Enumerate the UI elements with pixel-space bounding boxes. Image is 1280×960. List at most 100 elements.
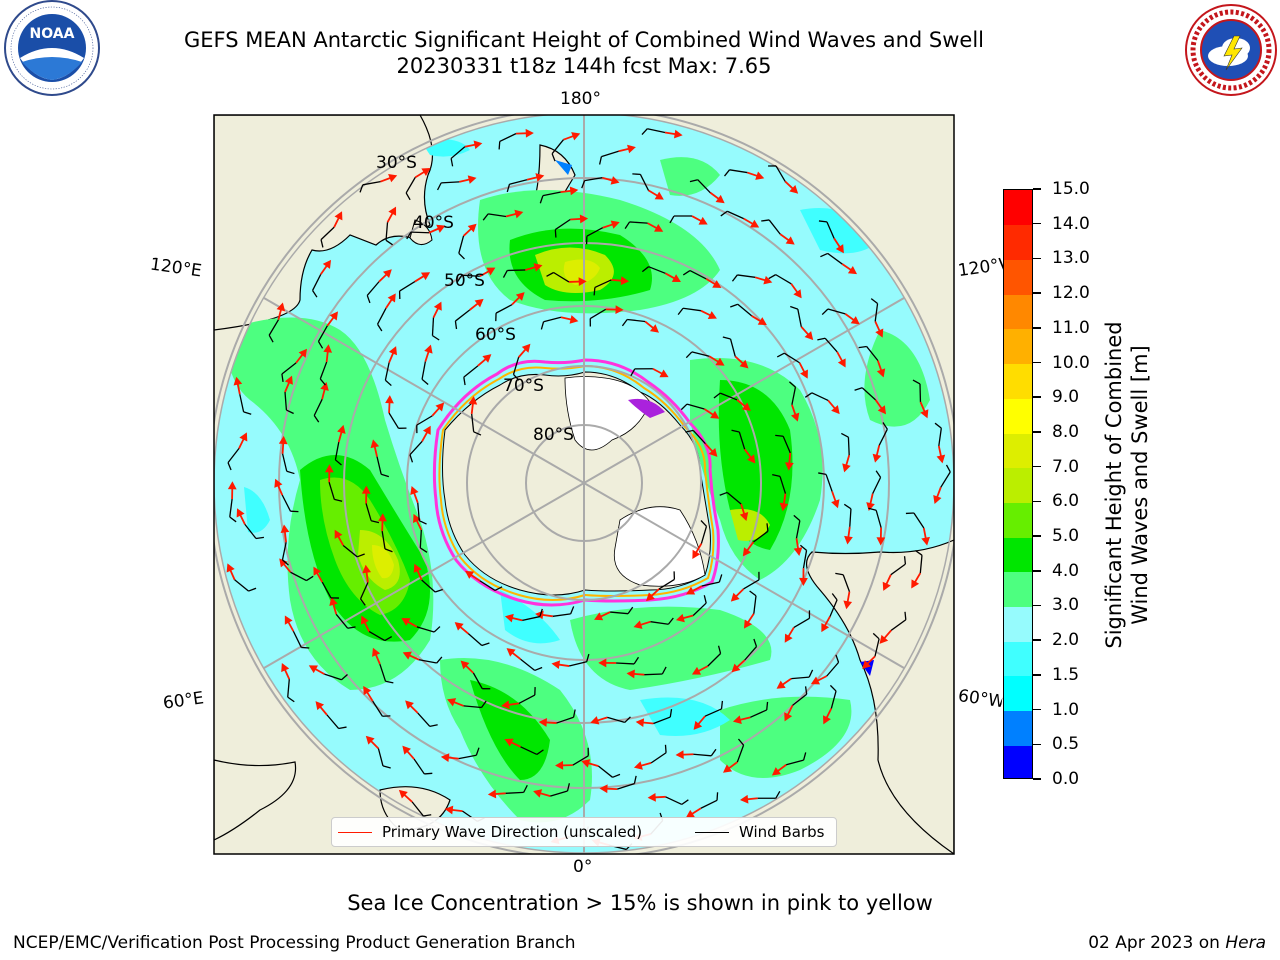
lat-label-30s: 30°S [376, 153, 417, 173]
colorbar-tick-label: 3.0 [1052, 595, 1080, 616]
wind-barb-feather [772, 474, 781, 478]
wind-barb-staff [753, 530, 769, 543]
wind-barb-staff [650, 621, 669, 625]
wind-barb-staff [543, 316, 562, 323]
wind-barb-feather [749, 590, 757, 597]
colorbar-tick-mark [1033, 674, 1041, 676]
wind-barb-feather [802, 752, 807, 761]
wind-barb-staff [627, 318, 646, 323]
wave-arrow-head [835, 244, 844, 254]
wind-barb-feather [621, 319, 628, 327]
wind-barb-feather [912, 379, 921, 385]
wind-barb-feather [841, 432, 849, 438]
wind-barb-staff [686, 403, 705, 410]
colorbar-segment [1004, 294, 1032, 330]
lon-label-0: 0° [573, 857, 593, 877]
wind-barb-staff [913, 512, 925, 529]
wave-arrow-head [424, 344, 433, 354]
wind-barb-staff [653, 716, 671, 725]
sea-ice-edge-outer [432, 358, 720, 607]
wave-arrow-head [844, 535, 853, 545]
map-frame [213, 114, 955, 855]
wind-barb-feather [463, 377, 466, 386]
wind-barb-staff [550, 790, 568, 797]
wind-barb-staff [861, 387, 876, 401]
wind-barb-staff [793, 617, 810, 628]
wind-barb-feather [766, 701, 769, 711]
wind-barb-feather [829, 684, 837, 692]
wind-barb-feather [718, 574, 723, 583]
wind-barb-feather [761, 219, 770, 222]
wind-barb-feather [306, 575, 314, 582]
wave-arrow-head [675, 613, 685, 623]
wind-barb-feather [313, 415, 320, 423]
wind-barb-feather [436, 656, 443, 664]
wave-height-field [225, 138, 930, 823]
wind-barb-staff [461, 274, 480, 277]
wave-arrow-head [329, 311, 338, 321]
wave-arrow-head [876, 368, 886, 378]
wind-barb-feather [380, 473, 390, 478]
wave-arrow-head [278, 435, 288, 445]
wind-barb-feather [713, 392, 721, 399]
wind-barb-staff [743, 579, 760, 590]
wind-barb-feather [821, 308, 829, 316]
wind-barb-staff [268, 319, 279, 336]
wind-barb-feather [766, 523, 769, 532]
colorbar-segment [1004, 571, 1032, 608]
wind-barb-feather [498, 141, 501, 150]
wave-arrow-head [578, 277, 587, 287]
wind-barb-staff [691, 351, 710, 357]
wind-barb-feather [903, 556, 907, 565]
wind-barb-feather [870, 298, 878, 305]
wave-arrow-head [370, 439, 380, 449]
colorbar-tick-mark [1033, 535, 1041, 537]
wind-barb-staff [878, 428, 888, 446]
wave-arrow-head [284, 375, 293, 385]
wind-barb-staff [463, 365, 479, 378]
wind-barb-feather [341, 673, 348, 681]
wind-barb-feather [405, 192, 411, 201]
wave-arrow-head [551, 660, 561, 670]
wind-barb-feather [268, 334, 274, 343]
wind-barb-staff [281, 542, 287, 560]
wave-arrow-head [506, 648, 516, 657]
wind-barb-feather [872, 632, 880, 640]
wave-arrow-head [329, 597, 338, 607]
wind-barb-feather [384, 379, 392, 387]
wind-barb-staff [693, 753, 712, 757]
wind-barb-staff [342, 544, 358, 558]
wave-arrow-head [693, 720, 703, 730]
colorbar-tick-mark [1033, 465, 1041, 468]
wind-barb-feather [753, 638, 758, 647]
wind-barb-feather [554, 229, 557, 238]
wind-barb-staff [737, 274, 756, 278]
wind-barb-feather [523, 784, 528, 793]
wind-barb-staff [552, 613, 571, 617]
wave-arrow-head [581, 759, 591, 768]
colorbar-tick-label: 2.0 [1052, 630, 1080, 651]
wind-barb-feather [572, 709, 576, 718]
wind-barb-staff [418, 659, 437, 664]
wind-barb-feather [875, 470, 882, 478]
wind-barb-staff [431, 317, 435, 336]
legend-wind-barbs-label: Wind Barbs [739, 823, 825, 841]
wind-barb-feather [835, 654, 840, 663]
wave-arrow-head [533, 263, 543, 272]
wind-barb-staff [594, 279, 612, 289]
wave-arrow-head [402, 651, 412, 660]
wind-barb-staff [328, 481, 335, 500]
map-legend: Primary Wave Direction (unscaled) Wind B… [331, 817, 837, 847]
wind-barb-feather [539, 195, 544, 204]
wave-arrow-head [363, 685, 372, 696]
wave-arrow-head [810, 676, 821, 685]
footer-host: Hera [1225, 933, 1266, 953]
colorbar-segment [1004, 606, 1032, 642]
wind-barb-feather [685, 351, 693, 359]
wind-barb-staff [376, 456, 382, 475]
wave-arrow-head [422, 425, 431, 435]
wave-arrow-head [671, 274, 681, 283]
wind-barb-staff [281, 362, 297, 375]
wind-barb-staff [413, 758, 425, 775]
wind-barb-feather [312, 290, 318, 298]
